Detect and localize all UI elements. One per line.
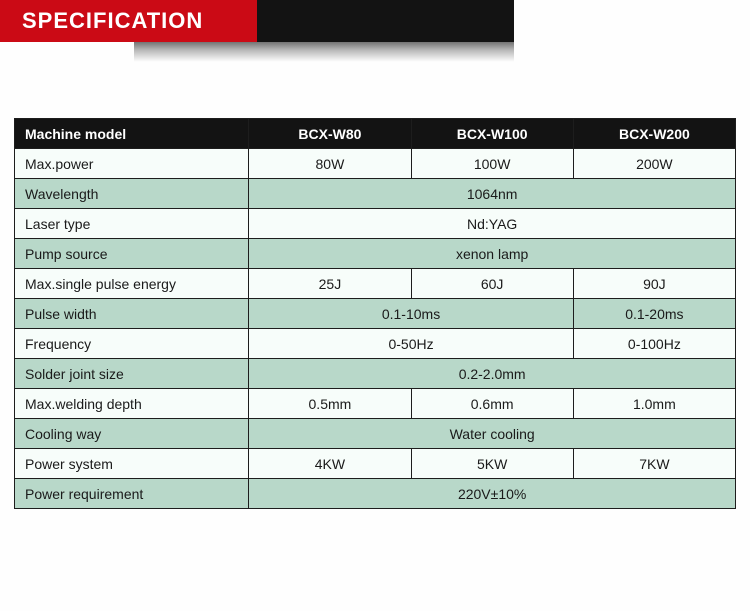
spec-row-value: 1.0mm bbox=[573, 389, 735, 419]
spec-row-value: 100W bbox=[411, 149, 573, 179]
spec-row: Cooling wayWater cooling bbox=[15, 419, 736, 449]
page-root: SPECIFICATION Machine modelBCX-W80BCX-W1… bbox=[0, 0, 750, 509]
spec-row-label: Cooling way bbox=[15, 419, 249, 449]
spec-row: Power system4KW5KW7KW bbox=[15, 449, 736, 479]
spec-row-value: 7KW bbox=[573, 449, 735, 479]
spec-row-label: Power requirement bbox=[15, 479, 249, 509]
spec-row-value: Nd:YAG bbox=[249, 209, 736, 239]
spec-row: Power requirement220V±10% bbox=[15, 479, 736, 509]
spec-row-label: Power system bbox=[15, 449, 249, 479]
spec-banner-row: SPECIFICATION bbox=[0, 0, 750, 42]
spec-row-value: 4KW bbox=[249, 449, 411, 479]
spec-row: Max.power80W100W200W bbox=[15, 149, 736, 179]
spec-row-value: 220V±10% bbox=[249, 479, 736, 509]
spec-row: Max.single pulse energy25J60J90J bbox=[15, 269, 736, 299]
spec-row-label: Solder joint size bbox=[15, 359, 249, 389]
spec-banner: SPECIFICATION bbox=[0, 0, 750, 62]
spec-row-value: 0-100Hz bbox=[573, 329, 735, 359]
spec-row-value: xenon lamp bbox=[249, 239, 736, 269]
spec-row-label: Machine model bbox=[15, 119, 249, 149]
spec-row: Solder joint size0.2-2.0mm bbox=[15, 359, 736, 389]
spec-banner-red: SPECIFICATION bbox=[0, 0, 257, 42]
spec-row: Pump sourcexenon lamp bbox=[15, 239, 736, 269]
spec-row-label: Laser type bbox=[15, 209, 249, 239]
spec-banner-title: SPECIFICATION bbox=[22, 8, 203, 34]
spec-row: Max.welding depth0.5mm0.6mm1.0mm bbox=[15, 389, 736, 419]
spec-row-label: Wavelength bbox=[15, 179, 249, 209]
spec-row-value: 25J bbox=[249, 269, 411, 299]
spec-row-value: 200W bbox=[573, 149, 735, 179]
spec-row-value: 0.1-20ms bbox=[573, 299, 735, 329]
spec-row-value: 90J bbox=[573, 269, 735, 299]
spec-banner-shadow bbox=[134, 42, 514, 62]
spec-row-value: BCX-W200 bbox=[573, 119, 735, 149]
spec-tbody: Machine modelBCX-W80BCX-W100BCX-W200Max.… bbox=[15, 119, 736, 509]
spec-table-wrap: Machine modelBCX-W80BCX-W100BCX-W200Max.… bbox=[0, 118, 750, 509]
spec-row-value: 80W bbox=[249, 149, 411, 179]
spec-row-value: Water cooling bbox=[249, 419, 736, 449]
spec-row-label: Pulse width bbox=[15, 299, 249, 329]
spec-row-value: 0.6mm bbox=[411, 389, 573, 419]
spec-row-value: 0.5mm bbox=[249, 389, 411, 419]
spec-row-value: 0.2-2.0mm bbox=[249, 359, 736, 389]
spec-row-value: 1064nm bbox=[249, 179, 736, 209]
spec-row-label: Frequency bbox=[15, 329, 249, 359]
spec-row-value: BCX-W100 bbox=[411, 119, 573, 149]
spec-row-label: Max.welding depth bbox=[15, 389, 249, 419]
spec-row-value: 60J bbox=[411, 269, 573, 299]
spec-row-label: Max.power bbox=[15, 149, 249, 179]
spec-row: Frequency0-50Hz0-100Hz bbox=[15, 329, 736, 359]
spec-row-value: BCX-W80 bbox=[249, 119, 411, 149]
spec-header-row: Machine modelBCX-W80BCX-W100BCX-W200 bbox=[15, 119, 736, 149]
spec-row: Pulse width0.1-10ms0.1-20ms bbox=[15, 299, 736, 329]
spec-row-label: Max.single pulse energy bbox=[15, 269, 249, 299]
spec-table: Machine modelBCX-W80BCX-W100BCX-W200Max.… bbox=[14, 118, 736, 509]
spec-row-value: 5KW bbox=[411, 449, 573, 479]
spec-row-value: 0.1-10ms bbox=[249, 299, 573, 329]
spec-row: Laser typeNd:YAG bbox=[15, 209, 736, 239]
spec-row-label: Pump source bbox=[15, 239, 249, 269]
spec-row-value: 0-50Hz bbox=[249, 329, 573, 359]
spec-row: Wavelength1064nm bbox=[15, 179, 736, 209]
